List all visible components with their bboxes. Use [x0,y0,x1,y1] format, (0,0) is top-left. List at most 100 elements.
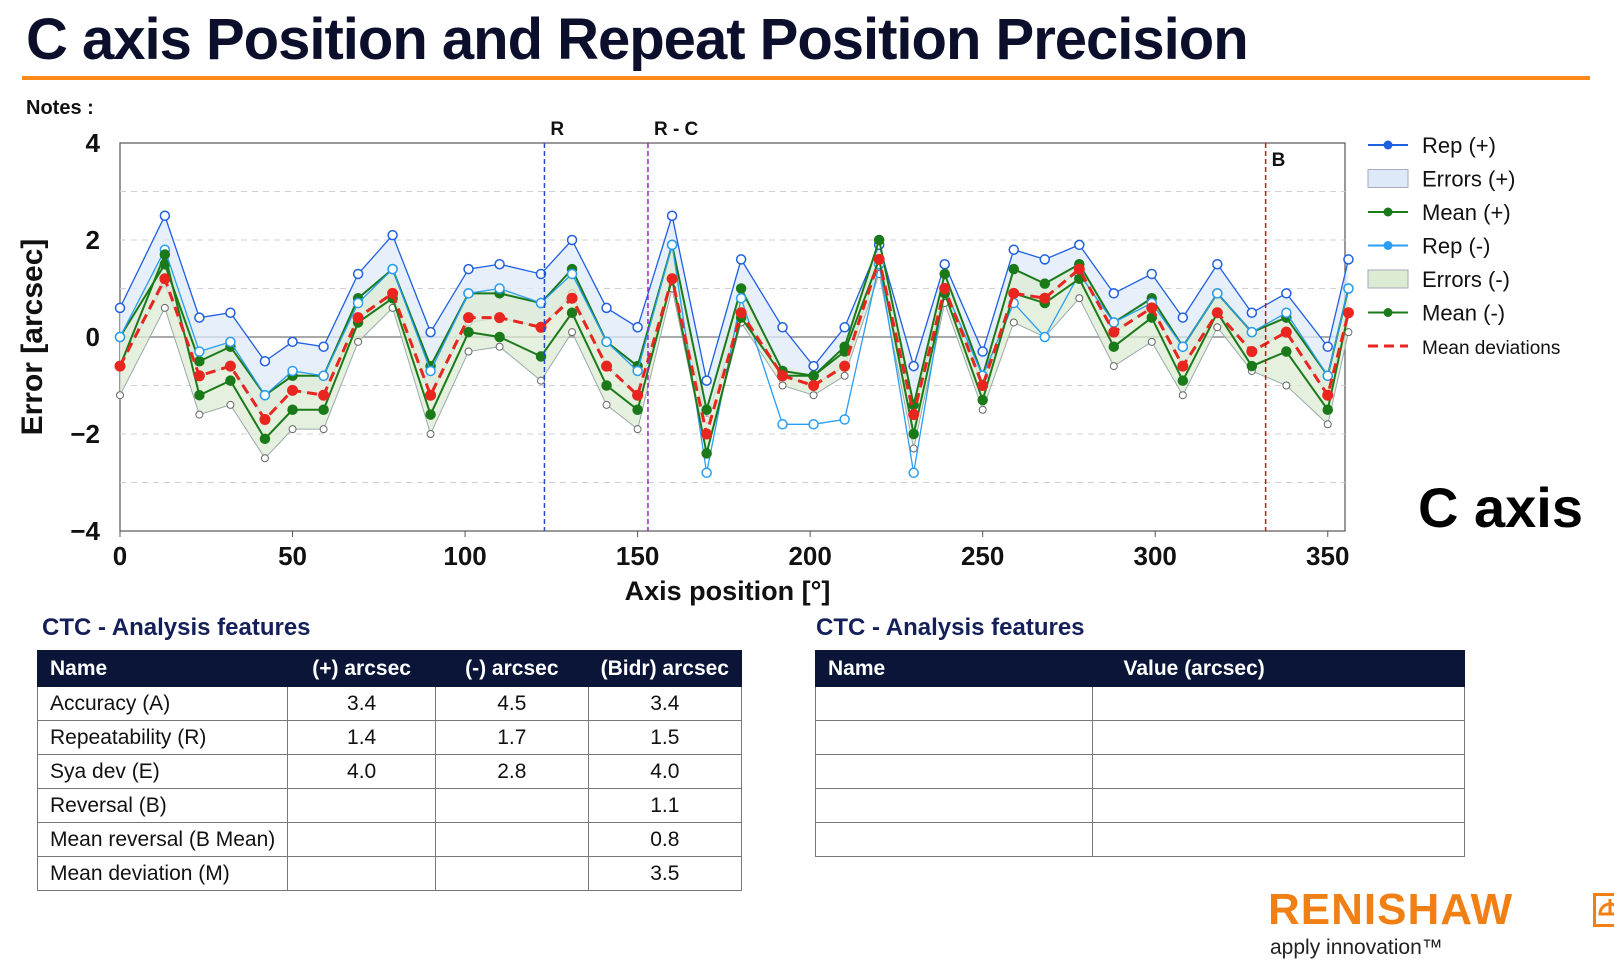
point-rep [1343,283,1354,294]
x-tick-label: 0 [113,541,127,571]
point-rep [535,297,547,309]
band-point [1178,391,1187,400]
band-point [909,444,918,453]
legend-marker [1383,207,1393,217]
point-mean-deviations [287,384,299,396]
analysis-table-right: Name Value (arcsec) [814,650,1465,857]
table-cell [1092,686,1465,721]
point-mean-deviations [463,312,475,324]
x-tick-label: 200 [788,541,831,571]
point-rep [225,336,236,348]
point-rep [1281,288,1292,299]
table-row: Reversal (B) 1.1 [36,788,743,823]
page-title: C axis Position and Repeat Position Prec… [26,7,1249,72]
point-mean-deviations [193,370,205,382]
point-rep [601,336,612,348]
table-cell: 2.8 [435,754,589,789]
point-rep [1177,341,1189,352]
point-mean-deviations [977,380,989,391]
point-mean [194,389,205,401]
point-rep [287,365,298,377]
point-rep [463,263,474,275]
point-mean [194,356,205,367]
band-point [1109,362,1118,371]
point-rep [1212,259,1223,270]
point-rep [463,288,474,299]
point-rep [1343,254,1354,265]
x-axis-label: Axis position [°] [625,576,831,606]
point-mean [225,375,236,386]
error-chart: 4 2 0 −2 −4 0 50 100 150 200 250 300 350 Axis positio… [16,119,1560,606]
point-mean-deviations [1322,389,1334,401]
point-mean [701,404,712,415]
table-cell: 0.8 [587,822,743,857]
table-cell: 1.1 [587,788,743,823]
point-rep [194,312,205,323]
band-point [354,337,363,346]
x-tick-label: 300 [1134,541,1177,571]
legend-label: Rep (+) [1422,133,1496,158]
band-point [226,400,235,409]
band-point [978,405,987,414]
table-cell [814,686,1094,721]
table-row: Accuracy (A) 3.4 4.5 3.4 [36,686,743,721]
legend-marker [1383,308,1393,317]
point-mean-deviations [352,312,364,324]
point-mean [566,307,578,318]
band-point [1075,294,1084,303]
band-point [288,425,297,434]
band-point [536,376,545,385]
table-cell [1092,822,1465,857]
brand-name: RENISHAW [1268,885,1514,934]
point-mean [977,394,988,406]
point-rep [908,360,919,372]
point-mean-deviations [601,360,613,372]
table-cell: Mean deviation (M) [36,856,289,891]
x-tick-label: 250 [961,541,1004,571]
point-rep [701,467,712,479]
axis-caption: C axis [1418,476,1583,539]
band-point [1323,420,1332,429]
point-mean-deviations [1177,360,1189,372]
table-cell: 4.0 [287,754,437,789]
point-rep [777,419,788,430]
y-tick-label: −2 [70,419,100,449]
point-mean [701,448,712,459]
band-point [568,328,577,337]
table-cell: 4.5 [435,686,589,721]
point-rep [908,467,919,479]
notes-label: Notes : [26,97,94,119]
table-row [814,686,1465,721]
point-mean-deviations [387,287,399,299]
point-mean [494,331,505,343]
point-rep [1246,307,1258,318]
band-point [1282,381,1291,390]
x-tick-label: 50 [278,541,307,571]
point-mean-deviations [1246,346,1258,358]
right-table-title: CTC - Analysis features [816,614,1085,641]
point-rep [939,259,950,270]
legend-label: Rep (-) [1422,234,1490,259]
x-tick-label: 350 [1306,541,1349,571]
y-tick-label: −4 [70,516,100,546]
table-cell: Sya dev (E) [36,754,289,789]
point-mean [1322,404,1333,415]
point-mean [259,433,271,445]
point-mean-deviations [1280,326,1292,338]
table-cell: 3.5 [587,856,743,891]
legend-swatch [1367,169,1409,188]
legend-swatch [1367,269,1409,289]
point-rep [1212,288,1223,299]
table-row [814,720,1465,755]
point-rep [1146,268,1158,280]
point-mean-deviations [939,283,951,294]
band-point [116,391,124,400]
point-rep [566,268,578,280]
point-rep [1108,288,1120,299]
table-cell [435,788,589,823]
point-rep [977,346,988,357]
table-cell: 1.7 [435,720,589,755]
legend-label: Mean deviations [1422,338,1560,359]
y-tick-label: 0 [86,322,100,352]
point-mean-deviations [318,389,330,401]
